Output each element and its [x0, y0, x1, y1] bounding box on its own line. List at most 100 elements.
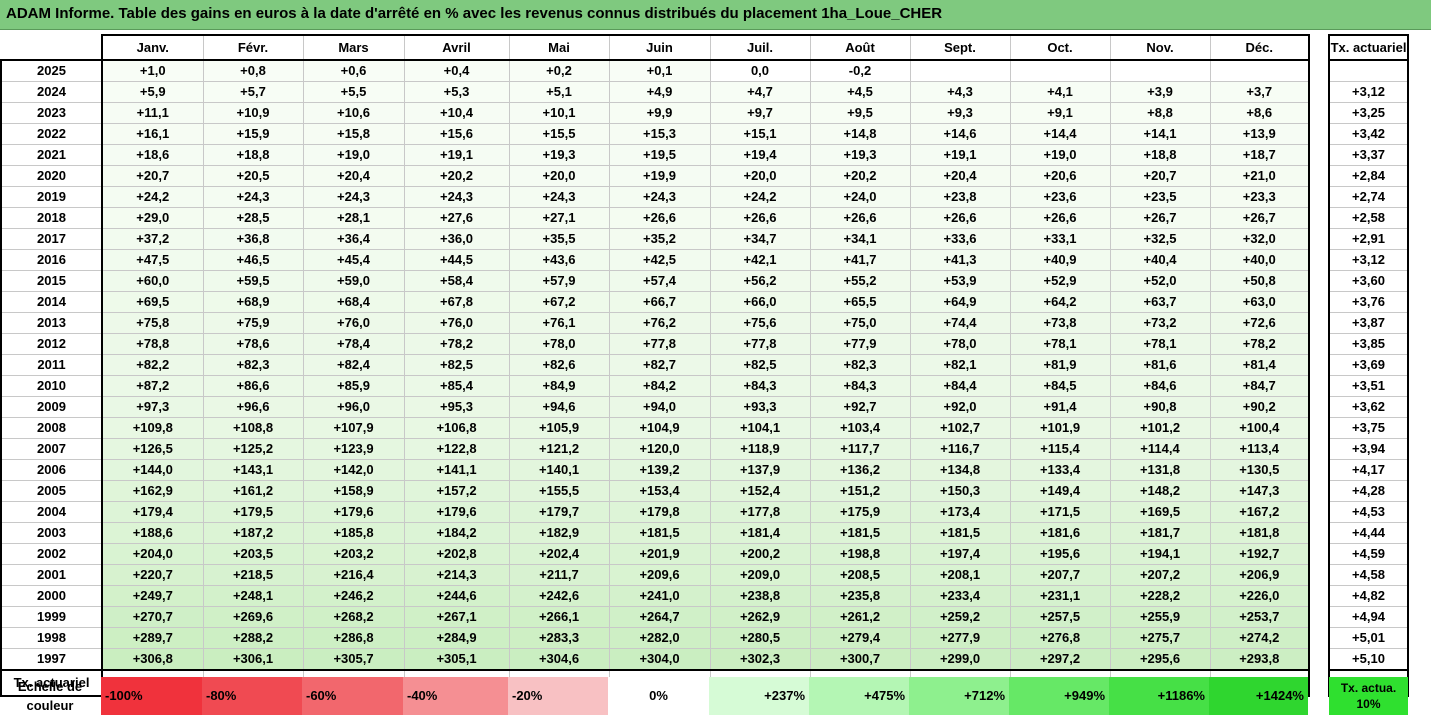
gain-cell: +4,7: [709, 81, 810, 103]
gain-cell: +63,0: [1209, 291, 1310, 313]
year-label: 2007: [0, 438, 102, 460]
gain-cell: +5,3: [403, 81, 509, 103]
gain-cell: +55,2: [809, 270, 910, 292]
gain-cell: +9,3: [909, 102, 1010, 124]
actuarial-rate: +3,94: [1328, 438, 1409, 460]
gain-cell: +187,2: [202, 522, 303, 544]
gain-cell: +268,2: [302, 606, 404, 628]
gain-cell: +24,2: [101, 186, 203, 208]
gains-table: Janv. Févr. Mars Avril Mai Juin Juil. Août Sept.…: [0, 34, 1409, 697]
gain-cell: +220,7: [101, 564, 203, 586]
gain-cell: +15,1: [709, 123, 810, 145]
gain-cell: +59,5: [202, 270, 303, 292]
gain-cell: +1,0: [101, 60, 203, 82]
gain-cell: +28,5: [202, 207, 303, 229]
table-row: 1999 +270,7 +269,6 +268,2 +267,1 +266,1 +264,7…: [0, 606, 1409, 628]
gain-cell: +188,6: [101, 522, 203, 544]
table-row: 2012 +78,8 +78,6 +78,4 +78,2 +78,0 +77,8 +77,8 +…: [0, 333, 1409, 355]
gain-cell: +282,0: [608, 627, 710, 649]
gain-cell: +194,1: [1109, 543, 1210, 565]
gain-cell: +122,8: [403, 438, 509, 460]
gain-cell: +26,6: [909, 207, 1010, 229]
header-row: Janv. Févr. Mars Avril Mai Juin Juil. Août Sept.…: [1, 34, 1409, 61]
table-row: 2004 +179,4 +179,5 +179,6 +179,6 +179,7 +179,8…: [0, 501, 1409, 523]
gain-cell: +57,9: [508, 270, 609, 292]
gap-cell: [1309, 459, 1329, 481]
gap-cell: [1309, 60, 1329, 82]
gap-cell: [1309, 522, 1329, 544]
gain-cell: +82,5: [709, 354, 810, 376]
gain-cell: +19,4: [709, 144, 810, 166]
gain-cell: +24,0: [809, 186, 910, 208]
actuarial-rate: +5,10: [1328, 648, 1409, 671]
gain-cell: +167,2: [1209, 501, 1310, 523]
gain-cell: +93,3: [709, 396, 810, 418]
gain-cell: +120,0: [608, 438, 710, 460]
gain-cell: +19,3: [508, 144, 609, 166]
gain-cell: +184,2: [403, 522, 509, 544]
gain-cell: +75,9: [202, 312, 303, 334]
gain-cell: +304,0: [608, 648, 710, 671]
gain-cell: +11,1: [101, 102, 203, 124]
gain-cell: +15,5: [508, 123, 609, 145]
gain-cell: +35,2: [608, 228, 710, 250]
gain-cell: +3,7: [1209, 81, 1310, 103]
gain-cell: +264,7: [608, 606, 710, 628]
gain-cell: 0,0: [709, 60, 810, 82]
gain-cell: +255,9: [1109, 606, 1210, 628]
gain-cell: +78,2: [403, 333, 509, 355]
gain-cell: +270,7: [101, 606, 203, 628]
gain-cell: +179,6: [403, 501, 509, 523]
month-header: Mai: [508, 34, 609, 61]
table-row: 2005 +162,9 +161,2 +158,9 +157,2 +155,5 +153,4…: [0, 480, 1409, 502]
gain-cell: +150,3: [909, 480, 1010, 502]
gain-cell: +90,2: [1209, 396, 1310, 418]
gain-cell: +173,4: [909, 501, 1010, 523]
gain-cell: +241,0: [608, 585, 710, 607]
title-bar: ADAM Informe. Table des gains en euros à…: [0, 0, 1431, 30]
gain-cell: +175,9: [809, 501, 910, 523]
actuarial-rate: +3,37: [1328, 144, 1409, 166]
gain-cell: +140,1: [508, 459, 609, 481]
gain-cell: +257,5: [1009, 606, 1110, 628]
gain-cell: +246,2: [302, 585, 404, 607]
gain-cell: +40,9: [1009, 249, 1110, 271]
gain-cell: +306,1: [202, 648, 303, 671]
gain-cell: +82,7: [608, 354, 710, 376]
gain-cell: +82,4: [302, 354, 404, 376]
gain-cell: +63,7: [1109, 291, 1210, 313]
actuarial-rate: +4,28: [1328, 480, 1409, 502]
year-label: 1998: [0, 627, 102, 649]
gain-cell: +19,9: [608, 165, 710, 187]
gain-cell: +81,9: [1009, 354, 1110, 376]
gain-cell: +286,8: [302, 627, 404, 649]
gain-cell: +34,7: [709, 228, 810, 250]
year-label: 2018: [0, 207, 102, 229]
gain-cell: +209,6: [608, 564, 710, 586]
month-header: Juin: [608, 34, 710, 61]
gain-cell: +77,8: [608, 333, 710, 355]
gain-cell: +0,2: [508, 60, 609, 82]
month-header: Août: [809, 34, 910, 61]
gain-cell: +185,8: [302, 522, 404, 544]
gain-cell: +200,2: [709, 543, 810, 565]
gain-cell: +275,7: [1109, 627, 1210, 649]
gain-cell: +139,2: [608, 459, 710, 481]
gain-cell: +84,4: [909, 375, 1010, 397]
gain-cell: +24,3: [403, 186, 509, 208]
gain-cell: +87,2: [101, 375, 203, 397]
gain-cell: +84,2: [608, 375, 710, 397]
gain-cell: +96,0: [302, 396, 404, 418]
year-label: 2016: [0, 249, 102, 271]
gain-cell: +19,1: [909, 144, 1010, 166]
year-label: 1999: [0, 606, 102, 628]
gain-cell: +201,9: [608, 543, 710, 565]
month-header: Févr.: [202, 34, 303, 61]
table-row: 2025 +1,0 +0,8 +0,6 +0,4 +0,2 +0,1 0,0 -0,2: [0, 60, 1409, 82]
month-header: Oct.: [1009, 34, 1110, 61]
gain-cell: +208,5: [809, 564, 910, 586]
gain-cell: +28,1: [302, 207, 404, 229]
gain-cell: +52,0: [1109, 270, 1210, 292]
gain-cell: +233,4: [909, 585, 1010, 607]
gain-cell: +84,3: [709, 375, 810, 397]
